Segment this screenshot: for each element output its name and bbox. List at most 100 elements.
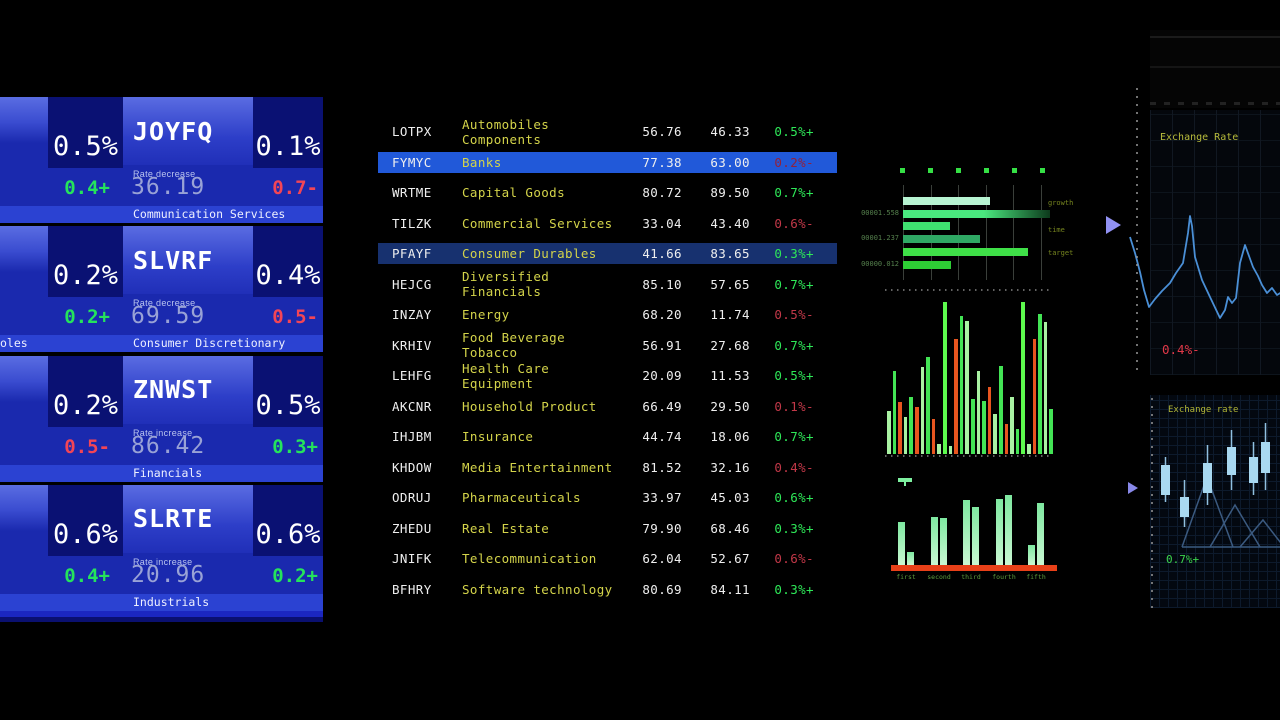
vbar-bar <box>982 401 986 454</box>
cell-sector: Household Product <box>462 398 597 414</box>
gridline <box>1013 185 1015 280</box>
cell-value2: 52.67 <box>710 551 750 566</box>
hbar-bar <box>903 235 980 244</box>
card-top-band <box>0 97 48 143</box>
table-row[interactable]: TILZK Commercial Services 33.04 43.40 0.6%- <box>378 213 837 234</box>
cell-change: 0.7%+ <box>774 185 814 200</box>
right-change-value: 0.3+ <box>272 435 318 458</box>
cell-sector: Energy <box>462 307 510 322</box>
play-arrow-icon[interactable] <box>1128 482 1138 494</box>
price-value: 86.42 <box>131 432 206 459</box>
vbar-bar <box>987 387 992 454</box>
cell-value2: 11.74 <box>710 307 750 322</box>
cell-value2: 46.33 <box>710 124 750 139</box>
cell-change: 0.7%+ <box>774 429 814 444</box>
ticker-card[interactable]: 0.5% JOYFQ Rate decrease 0.1% 0.4+ 36.19 0.7- C… <box>0 97 323 223</box>
gridline <box>985 185 987 280</box>
table-row[interactable]: LEHFG Health Care Equipment 20.09 11.53 0.5%… <box>378 361 837 391</box>
hbar-bar <box>903 197 990 205</box>
dotted-separator <box>1151 398 1153 608</box>
table-row[interactable]: ODRUJ Pharmaceuticals 33.97 45.03 0.6%+ <box>378 487 837 508</box>
vbar-bar <box>971 399 975 454</box>
cell-sector: Diversified Financials <box>462 269 550 299</box>
cell-sector: Consumer Durables <box>462 246 597 261</box>
cell-change: 0.3%+ <box>774 246 814 261</box>
table-row[interactable]: AKCNR Household Product 66.49 29.50 0.1%- <box>378 396 837 417</box>
rate-direction-label: Rate increase <box>133 427 193 438</box>
vbar-bar <box>1043 322 1048 454</box>
grouped-bar <box>996 499 1003 565</box>
grouped-bar <box>1005 495 1012 565</box>
table-row[interactable]: INZAY Energy 68.20 11.74 0.5%- <box>378 304 837 325</box>
left-percent-box: 0.2% <box>48 226 123 298</box>
cell-ticker: HEJCG <box>392 276 432 292</box>
vbar-bar <box>954 339 958 454</box>
tick-marker-icon <box>1040 168 1045 173</box>
cell-sector: Telecommunication <box>462 551 597 566</box>
cell-value2: 89.50 <box>710 185 750 200</box>
axis-label: 00000.012 <box>861 259 899 268</box>
ticker-card-panel: 0.5% JOYFQ Rate decrease 0.1% 0.4+ 36.19 0.7- C… <box>0 97 323 614</box>
table-row[interactable]: JNIFK Telecommunication 62.04 52.67 0.6%- <box>378 548 837 569</box>
vbar-bar <box>1015 429 1020 454</box>
cell-value2: 63.00 <box>710 154 750 170</box>
price-value: 69.59 <box>131 303 206 330</box>
cell-value2: 45.03 <box>710 490 750 505</box>
sector-label: Consumer Discretionary <box>133 336 286 351</box>
vbar-bar <box>909 397 913 454</box>
x-axis-label: first <box>896 573 916 581</box>
play-arrow-icon[interactable] <box>1106 216 1121 234</box>
table-row[interactable]: LOTPX Automobiles Components 56.76 46.33 0.5… <box>378 117 837 147</box>
series-label: time <box>1048 226 1065 234</box>
grouped-bar <box>963 500 970 565</box>
cell-change: 0.5%+ <box>774 124 814 139</box>
ticker-card[interactable]: 0.6% SLRTE Rate increase 0.6% 0.4+ 20.96 0.2+ I… <box>0 484 323 611</box>
table-row[interactable]: FYMYC Banks 77.38 63.00 0.2%- <box>378 151 837 173</box>
right-percent-box: 0.5% <box>253 355 323 427</box>
series-label: growth <box>1048 199 1074 207</box>
ticker-symbol: SLVRF <box>133 245 214 275</box>
left-percent-box: 0.6% <box>48 484 123 556</box>
cell-value1: 77.38 <box>642 154 682 170</box>
table-row[interactable]: BFHRY Software technology 80.69 84.11 0.3%+ <box>378 579 837 600</box>
table-row[interactable]: KRHIV Food Beverage Tobacco 56.91 27.68 0.7%… <box>378 330 837 360</box>
table-row[interactable]: HEJCG Diversified Financials 85.10 57.65 0.7… <box>378 269 837 299</box>
table-row[interactable]: KHDOW Media Entertainment 81.52 32.16 0.4%- <box>378 457 837 478</box>
cell-sector: Food Beverage Tobacco <box>462 330 566 360</box>
dotted-separator <box>1136 88 1138 374</box>
cell-value1: 33.04 <box>642 215 682 231</box>
exchange-rate-line-chart <box>1129 215 1280 319</box>
right-change-value: 0.2+ <box>272 564 318 587</box>
card-top-band <box>0 484 48 531</box>
vbar-bar <box>999 366 1003 454</box>
hbar-bar <box>903 260 951 269</box>
table-row[interactable]: PFAYF Consumer Durables 41.66 83.65 0.3%+ <box>378 243 837 264</box>
vbar-bar <box>926 357 930 454</box>
flag-marker-icon <box>898 478 912 486</box>
exchange-rate-candle-panel: Exchange rate 0.7%+ <box>1150 395 1280 608</box>
cell-sector: Capital Goods <box>462 185 566 200</box>
cell-value1: 20.09 <box>642 368 682 383</box>
table-row[interactable]: IHJBM Insurance 44.74 18.06 0.7%+ <box>378 426 837 447</box>
cell-ticker: KHDOW <box>392 459 432 475</box>
ticker-card[interactable]: 0.2% ZNWST Rate increase 0.5% 0.5- 86.42 0.3+ F… <box>0 355 323 482</box>
vbar-bar <box>887 411 891 454</box>
sector-label: Financials <box>133 465 203 480</box>
ticker-box: SLVRF <box>123 226 253 295</box>
ticker-card[interactable]: 0.2% SLVRF Rate decrease 0.4% 0.2+ 69.59 0.5- o… <box>0 226 323 353</box>
cell-ticker: LOTPX <box>392 124 432 139</box>
price-value: 36.19 <box>131 174 206 200</box>
table-row[interactable]: WRTME Capital Goods 80.72 89.50 0.7%+ <box>378 182 837 203</box>
panel-title: Exchange rate <box>1168 405 1239 415</box>
vbar-bar <box>915 407 919 454</box>
cell-ticker: WRTME <box>392 185 432 200</box>
cell-sector: Banks <box>462 154 502 170</box>
vbar-bar <box>1021 302 1025 454</box>
table-row[interactable]: ZHEDU Real Estate 79.90 68.46 0.3%+ <box>378 518 837 539</box>
right-change-value: 0.7- <box>272 177 318 199</box>
cell-change: 0.3%+ <box>774 520 814 536</box>
cell-value1: 81.52 <box>642 459 682 475</box>
cell-ticker: TILZK <box>392 215 432 231</box>
cell-change: 0.4%- <box>774 459 814 475</box>
vbar-bar <box>937 444 941 454</box>
